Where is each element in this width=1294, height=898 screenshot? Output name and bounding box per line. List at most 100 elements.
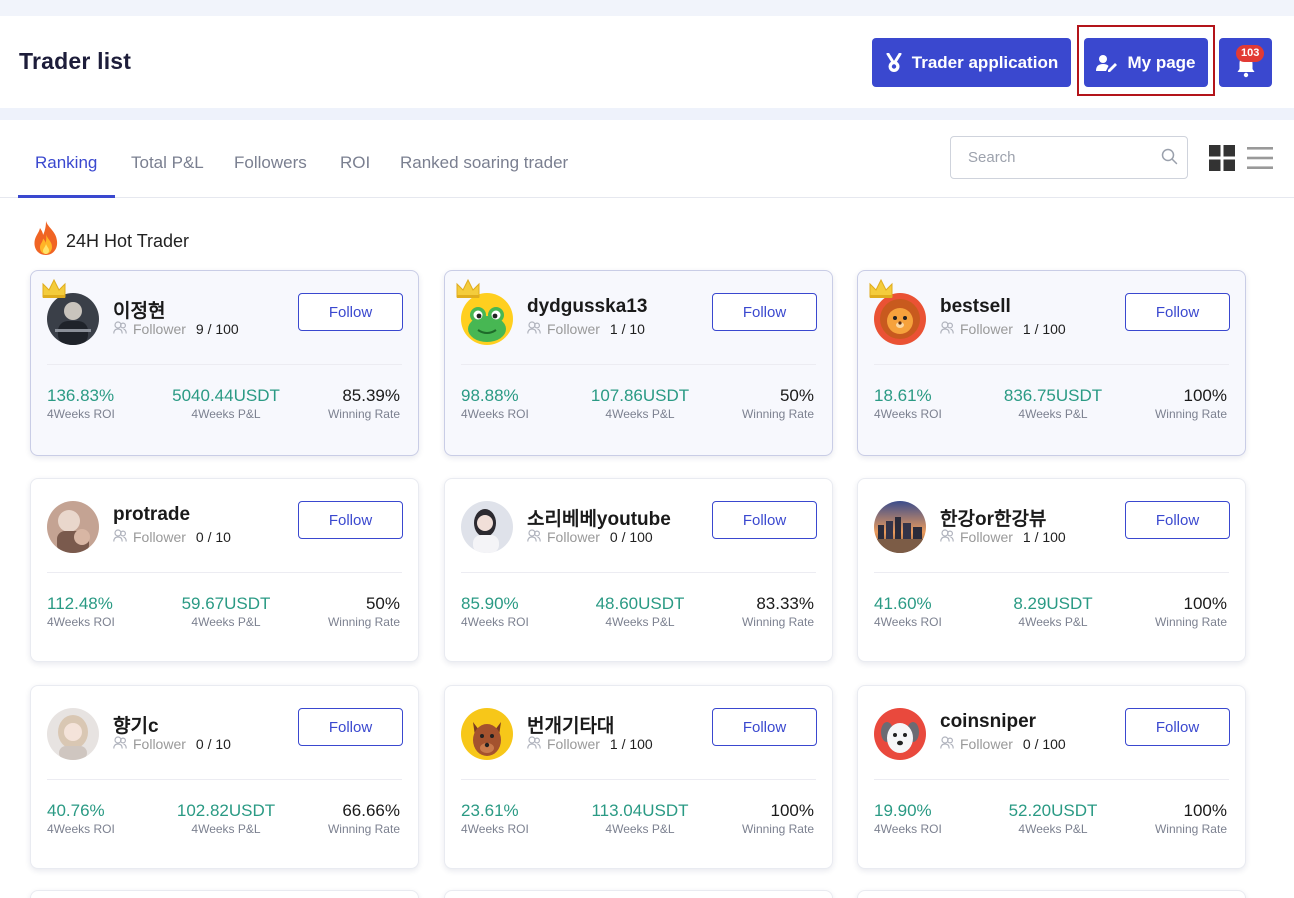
roi-value: 40.76%	[47, 801, 105, 820]
pnl-value: 102.82USDT	[176, 801, 276, 820]
roi-label: 4Weeks ROI	[874, 822, 942, 836]
pnl-label: 4Weeks P&L	[605, 407, 675, 421]
followers-icon	[527, 321, 541, 337]
winning-rate-value: 50%	[779, 386, 814, 405]
trader-avatar[interactable]	[874, 293, 926, 345]
pnl-value: 48.60USDT	[595, 594, 685, 613]
roi-label: 4Weeks ROI	[47, 407, 115, 421]
pnl-label: 4Weeks P&L	[1018, 615, 1088, 629]
follow-button[interactable]: Follow	[1125, 501, 1230, 539]
tab-followers[interactable]: Followers	[234, 153, 307, 172]
pnl-stat: 48.60USDT 4Weeks P&L	[555, 594, 725, 629]
pnl-value: 59.67USDT	[181, 594, 271, 613]
pnl-label: 4Weeks P&L	[191, 615, 261, 629]
follower-info: Follower 1 / 100	[940, 321, 1066, 337]
follower-info: Follower 0 / 100	[940, 736, 1066, 752]
search-icon[interactable]	[1161, 148, 1178, 165]
grid-view-icon[interactable]	[1209, 145, 1235, 171]
follow-button[interactable]: Follow	[1125, 708, 1230, 746]
winning-rate-label: Winning Rate	[1154, 407, 1227, 421]
followers-icon	[527, 736, 541, 752]
trader-name[interactable]: 번개기타대	[527, 716, 615, 737]
follower-info: Follower 9 / 100	[113, 321, 239, 337]
pnl-label: 4Weeks P&L	[191, 407, 261, 421]
trader-card[interactable]: 소리베베youtube Follower 0 / 100 Follow 85.90% 4W…	[444, 478, 833, 662]
follow-button[interactable]: Follow	[298, 501, 403, 539]
follow-button[interactable]: Follow	[1125, 293, 1230, 331]
follower-info: Follower 1 / 100	[527, 736, 653, 752]
trader-avatar[interactable]	[461, 501, 513, 553]
page-title: Trader list	[19, 48, 132, 74]
trader-card[interactable]: dydgusska13 Follower 1 / 10 Follow 98.88% 4We…	[444, 270, 833, 456]
winning-rate-label: Winning Rate	[1154, 822, 1227, 836]
winning-rate-stat: 100% Winning Rate	[1155, 386, 1227, 421]
winning-rate-value: 100%	[1183, 801, 1227, 820]
pnl-label: 4Weeks P&L	[191, 822, 261, 836]
winning-rate-label: Winning Rate	[1154, 615, 1227, 629]
tab-roi[interactable]: ROI	[340, 153, 371, 172]
trader-name[interactable]: dydgusska13	[527, 296, 648, 317]
trader-card-partial[interactable]	[857, 890, 1246, 898]
trader-card-partial[interactable]	[444, 890, 833, 898]
trader-card[interactable]: 이정현 Follower 9 / 100 Follow 136.83% 4Weeks RO…	[30, 270, 419, 456]
roi-value: 98.88%	[461, 386, 519, 405]
trader-avatar[interactable]	[47, 293, 99, 345]
follower-count: 0 / 10	[195, 736, 231, 752]
follower-label: Follower	[960, 736, 1013, 752]
card-divider	[47, 572, 402, 573]
trader-card[interactable]: coinsniper Follower 0 / 100 Follow 19.90% 4We…	[857, 685, 1246, 869]
trader-avatar[interactable]	[874, 708, 926, 760]
trader-card[interactable]: 한강or한강뷰 Follower 1 / 100 Follow 41.60% 4Weeks…	[857, 478, 1246, 662]
follow-button[interactable]: Follow	[712, 501, 817, 539]
card-divider	[874, 364, 1229, 365]
pnl-value: 52.20USDT	[1008, 801, 1098, 820]
roi-stat: 18.61% 4Weeks ROI	[874, 386, 942, 421]
header-separator	[0, 108, 1294, 120]
follower-count: 1 / 100	[1022, 321, 1066, 337]
trader-name[interactable]: 향기c	[113, 716, 159, 737]
tab-ranked-soaring-trader[interactable]: Ranked soaring trader	[400, 153, 569, 172]
trader-avatar[interactable]	[874, 501, 926, 553]
trader-card-partial[interactable]	[30, 890, 419, 898]
pnl-label: 4Weeks P&L	[1018, 407, 1088, 421]
trader-avatar[interactable]	[47, 501, 99, 553]
winning-rate-label: Winning Rate	[741, 615, 814, 629]
trader-avatar[interactable]	[461, 708, 513, 760]
follow-button[interactable]: Follow	[712, 293, 817, 331]
follow-button[interactable]: Follow	[298, 708, 403, 746]
follow-button[interactable]: Follow	[298, 293, 403, 331]
roi-stat: 112.48% 4Weeks ROI	[47, 594, 115, 629]
section-title: 24H Hot Trader	[66, 230, 190, 251]
trader-card[interactable]: 향기c Follower 0 / 10 Follow 40.76% 4Weeks ROI 1…	[30, 685, 419, 869]
follower-count: 0 / 100	[609, 529, 653, 545]
medal-icon	[886, 52, 902, 72]
trader-avatar[interactable]	[47, 708, 99, 760]
trader-name[interactable]: protrade	[113, 504, 191, 525]
pnl-label: 4Weeks P&L	[605, 615, 675, 629]
roi-label: 4Weeks ROI	[47, 822, 115, 836]
trader-avatar[interactable]	[461, 293, 513, 345]
trader-card[interactable]: 번개기타대 Follower 1 / 100 Follow 23.61% 4Weeks R…	[444, 685, 833, 869]
winning-rate-value: 100%	[1183, 386, 1227, 405]
tab-ranking[interactable]: Ranking	[35, 153, 98, 172]
search-input[interactable]	[968, 137, 1158, 178]
roi-label: 4Weeks ROI	[461, 822, 529, 836]
roi-stat: 19.90% 4Weeks ROI	[874, 801, 942, 836]
trader-name[interactable]: coinsniper	[940, 711, 1037, 732]
trader-application-button[interactable]: Trader application	[872, 38, 1071, 87]
trader-application-label: Trader application	[911, 52, 1059, 72]
winning-rate-label: Winning Rate	[741, 822, 814, 836]
trader-card[interactable]: bestsell Follower 1 / 100 Follow 18.61% 4Week…	[857, 270, 1246, 456]
trader-name[interactable]: 이정현	[113, 301, 166, 322]
tab-total-pnl[interactable]: Total P&L	[131, 153, 204, 172]
trader-card[interactable]: protrade Follower 0 / 10 Follow 112.48% 4Week…	[30, 478, 419, 662]
my-page-button[interactable]: My page	[1084, 38, 1208, 87]
pnl-stat: 113.04USDT 4Weeks P&L	[555, 801, 725, 836]
trader-name[interactable]: bestsell	[940, 296, 1011, 317]
trader-name[interactable]: 한강or한강뷰	[940, 509, 1047, 530]
list-view-icon[interactable]	[1247, 146, 1273, 170]
follower-count: 0 / 100	[1022, 736, 1066, 752]
trader-name[interactable]: 소리베베youtube	[527, 509, 671, 530]
follow-button[interactable]: Follow	[712, 708, 817, 746]
roi-stat: 85.90% 4Weeks ROI	[461, 594, 529, 629]
